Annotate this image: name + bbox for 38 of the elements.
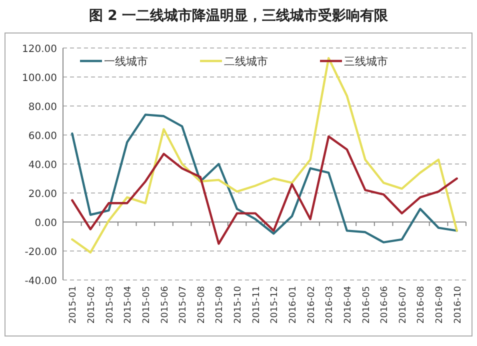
x-tick-label: 2015-01 xyxy=(68,286,79,324)
y-tick-label: 20.00 xyxy=(28,189,57,200)
line-series xyxy=(71,57,458,254)
x-tick-label: 2016-09 xyxy=(435,286,446,324)
x-tick-label: 2016-02 xyxy=(306,286,317,324)
chart-title: 图 2 一二线城市降温明显，三线城市受影响有限 xyxy=(88,7,390,24)
x-tick-label: 2015-10 xyxy=(234,286,244,324)
y-tick-label: -40.00 xyxy=(24,276,57,287)
line-series xyxy=(71,114,458,244)
x-tick-label: 2015-03 xyxy=(105,286,116,324)
x-tick-label: 2016-08 xyxy=(416,286,427,324)
line-series xyxy=(71,135,458,245)
x-tick-label: 2016-05 xyxy=(362,286,372,324)
y-tick-label: -20.00 xyxy=(24,247,57,258)
x-tick-label: 2016-03 xyxy=(325,286,336,324)
x-tick-label: 2015-07 xyxy=(178,286,189,324)
y-tick-label: 120.00 xyxy=(22,44,57,55)
x-tick-label: 2015-08 xyxy=(196,286,207,324)
legend-label: 一线城市 xyxy=(104,55,148,68)
y-tick-label: 0.00 xyxy=(34,218,57,229)
x-tick-label: 2015-09 xyxy=(215,286,226,324)
x-tick-label: 2015-11 xyxy=(252,286,262,324)
legend-label: 二线城市 xyxy=(224,55,268,68)
x-tick-label: 2016-04 xyxy=(343,286,354,324)
y-tick-label: 60.00 xyxy=(28,131,57,142)
x-tick-label: 2016-01 xyxy=(288,286,298,324)
x-tick-label: 2015-12 xyxy=(270,286,280,324)
x-tick-label: 2016-06 xyxy=(380,286,390,324)
legend-label: 三线城市 xyxy=(344,55,388,68)
y-tick-label: 80.00 xyxy=(28,102,57,113)
x-tick-label: 2015-06 xyxy=(160,286,170,324)
x-tick-label: 2015-04 xyxy=(124,286,134,324)
y-tick-label: 100.00 xyxy=(22,73,57,84)
x-tick-label: 2015-02 xyxy=(86,286,97,324)
y-tick-label: 40.00 xyxy=(28,160,57,171)
x-tick-label: 2016-07 xyxy=(398,286,408,324)
x-tick-label: 2016-10 xyxy=(453,286,464,324)
x-tick-label: 2015-05 xyxy=(142,286,152,324)
